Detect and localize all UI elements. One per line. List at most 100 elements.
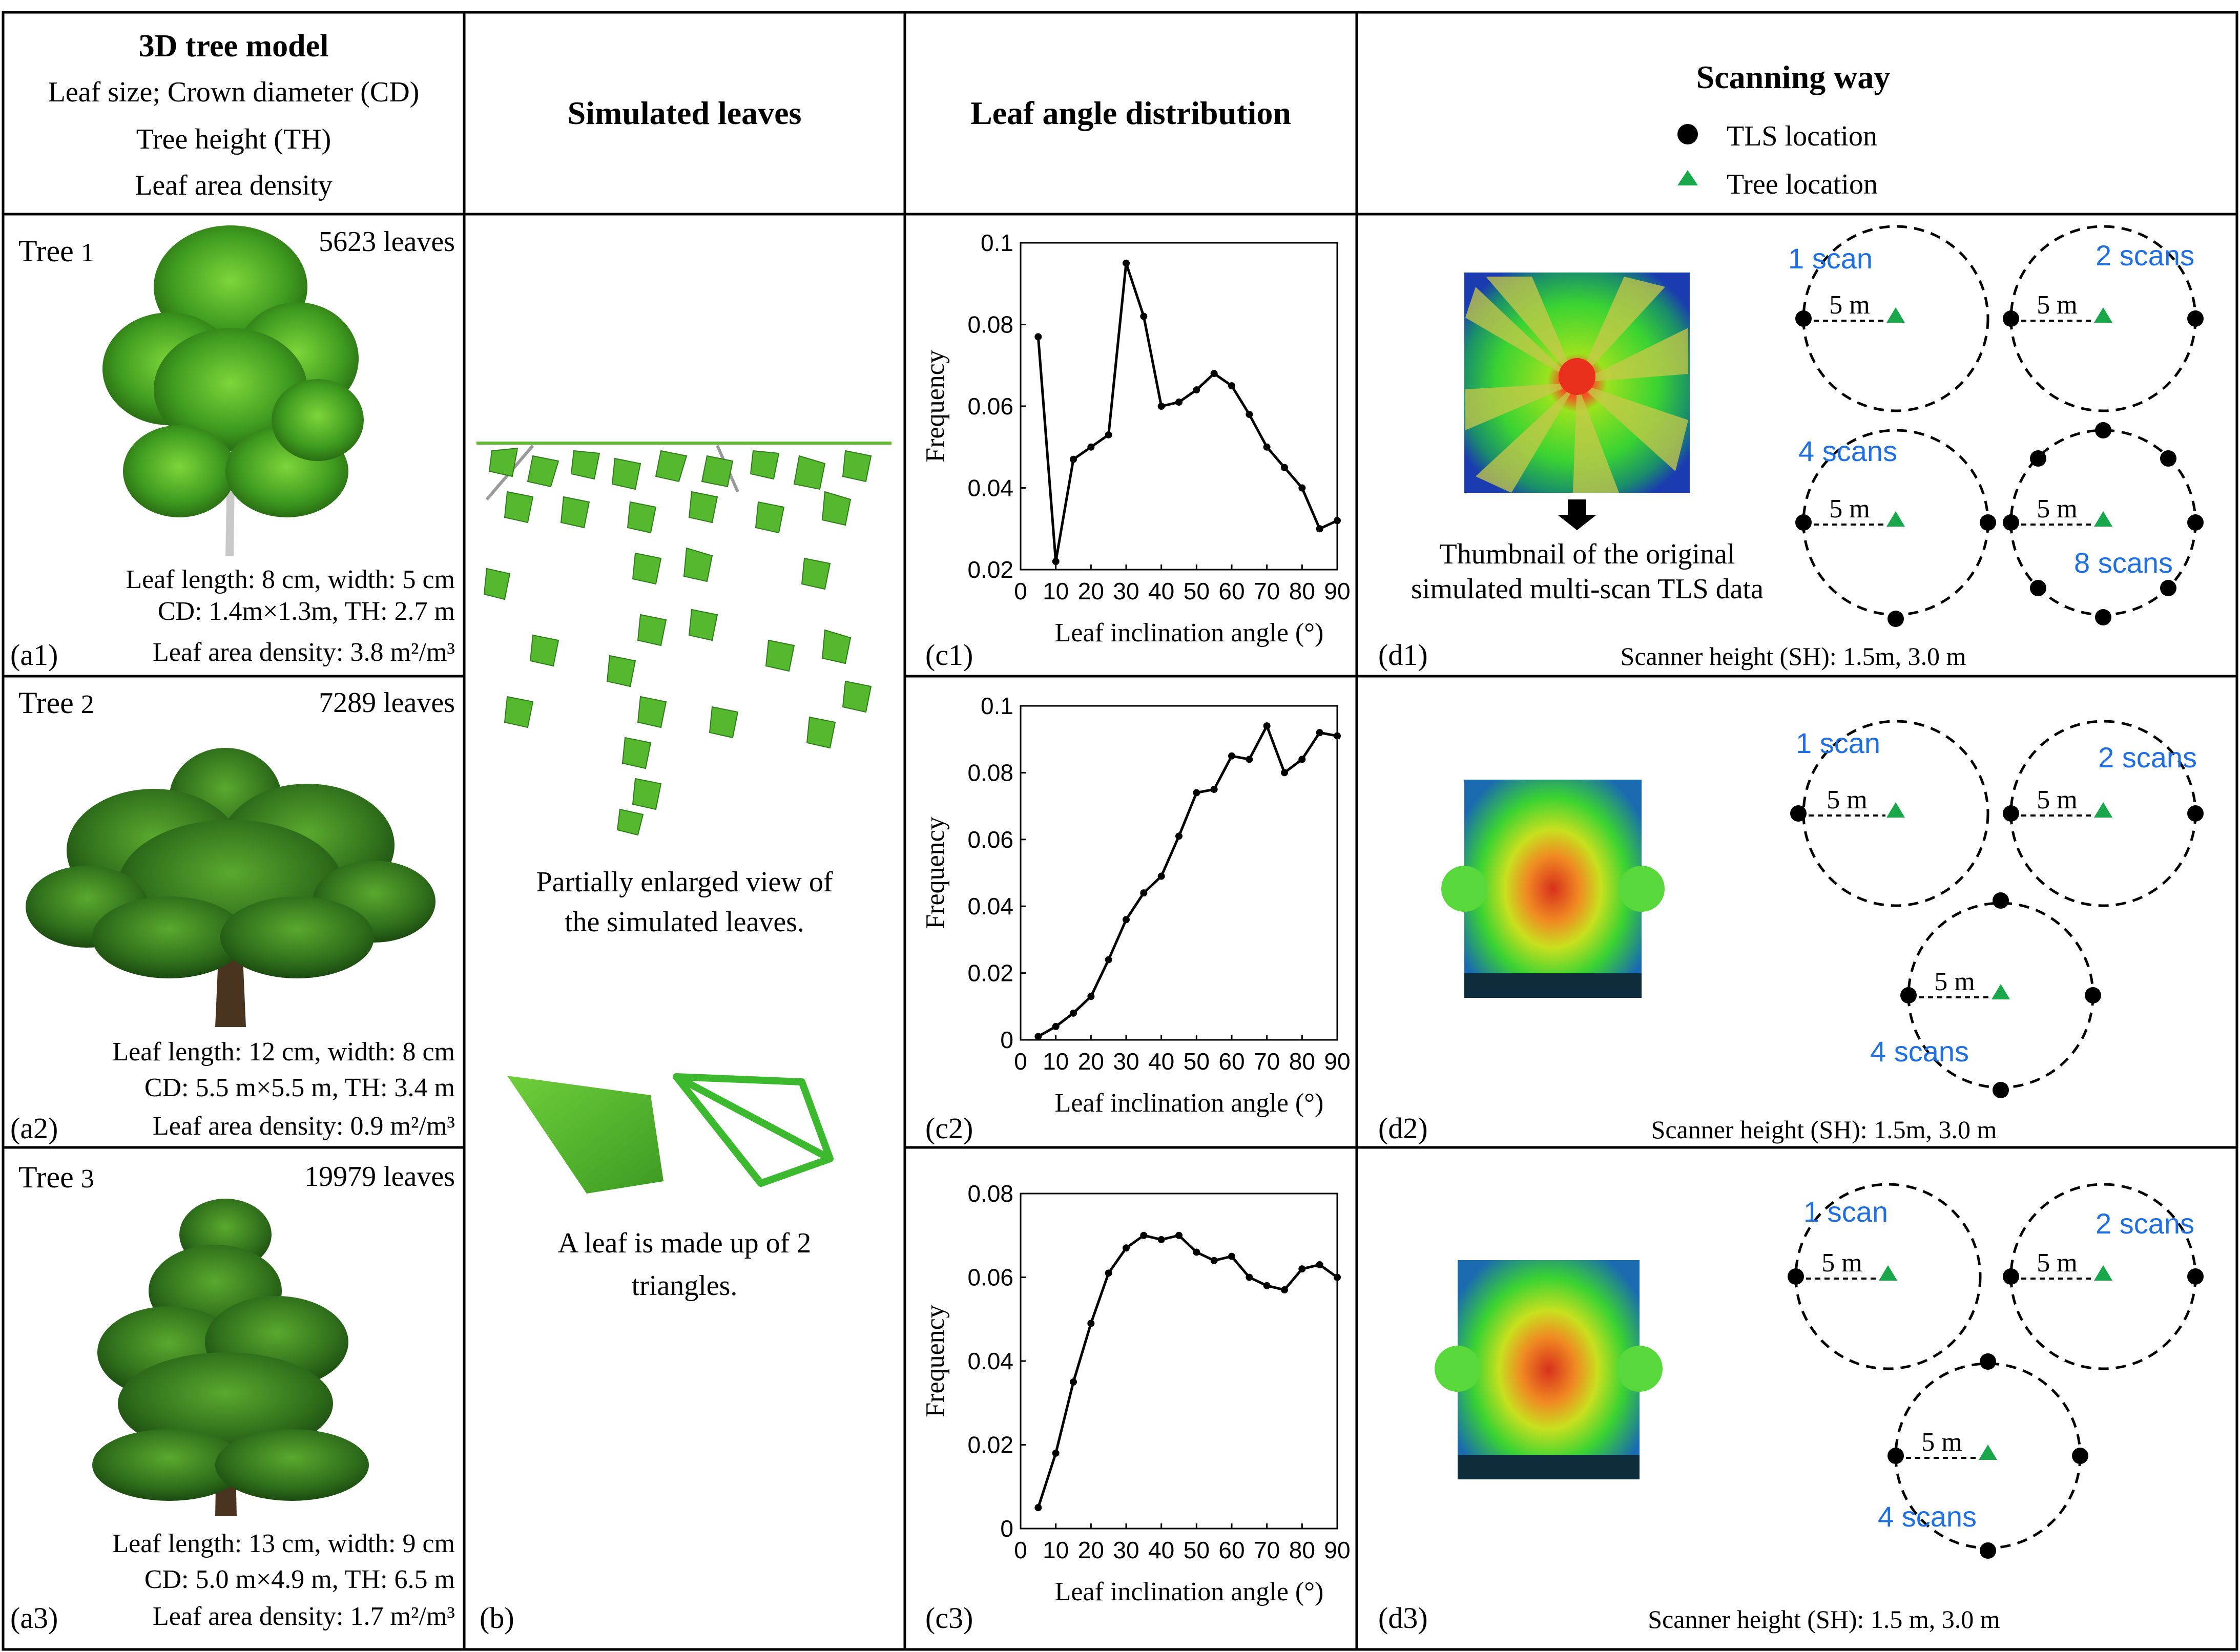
- panel-label: (d3): [1378, 1601, 1428, 1635]
- tree-location: [1886, 802, 1905, 818]
- data-point: [1175, 1231, 1183, 1239]
- scan-row-1: Thumbnail of the original simulated mult…: [1378, 225, 2204, 672]
- x-tick-label: 10: [1043, 1048, 1069, 1075]
- scanner-height: Scanner height (SH): 1.5 m, 3.0 m: [1648, 1605, 2000, 1634]
- panel-label: (c3): [925, 1601, 973, 1635]
- distance-label: 5 m: [2037, 1248, 2077, 1278]
- tree-row-1: Tree 1 5623 leaves Leaf length: 8 cm, wid…: [10, 225, 455, 672]
- tree-2-image: [26, 748, 435, 1027]
- data-point: [1228, 382, 1235, 390]
- distance-label: 5 m: [2037, 494, 2077, 524]
- tls-location: [1888, 1448, 1904, 1464]
- chart-1: 0 10 20 30 40 50 60 70 80 90 0.02 0.04 0.06 0.08 0.1 Le…: [921, 229, 1351, 672]
- data-point: [1316, 729, 1323, 737]
- caption-2b: triangles.: [632, 1270, 738, 1302]
- x-tick-label: 90: [1324, 578, 1350, 604]
- leaf-count: 5623 leaves: [319, 226, 455, 258]
- scan-row-3: 5 m 1 scan 5 m 2 scans 5 m 4 scans Scann…: [1378, 1183, 2204, 1635]
- data-point: [1105, 956, 1112, 964]
- data-point: [1175, 832, 1183, 840]
- y-tick-label: 0.06: [967, 1264, 1013, 1291]
- x-tick-label: 20: [1078, 1537, 1104, 1563]
- scanner-height: Scanner height (SH): 1.5m, 3.0 m: [1621, 642, 1966, 671]
- header-col-b: Simulated leaves: [568, 95, 802, 131]
- x-axis-label: Leaf inclination angle (°): [1055, 1089, 1324, 1118]
- data-point: [1228, 752, 1235, 760]
- table-grid: [2, 11, 2238, 1651]
- x-axis-label: Leaf inclination angle (°): [1055, 618, 1324, 647]
- down-arrow-icon: [1558, 499, 1596, 530]
- leaf-triangles: [673, 1073, 834, 1187]
- data-point: [1298, 756, 1306, 763]
- x-tick-label: 20: [1078, 1048, 1104, 1075]
- tree-name: Tree 1: [18, 234, 94, 268]
- data-point: [1193, 386, 1200, 394]
- tls-location: [1795, 514, 1812, 531]
- cd-th: CD: 5.0 m×4.9 m, TH: 6.5 m: [144, 1565, 455, 1594]
- data-point: [1228, 1252, 1235, 1260]
- data-point: [1334, 1273, 1341, 1281]
- tls-location: [2095, 422, 2111, 438]
- series-line: [1036, 263, 1338, 562]
- x-tick-label: 40: [1148, 1537, 1174, 1563]
- caption-1: Partially enlarged view of: [536, 866, 833, 898]
- x-tick-label: 30: [1113, 1537, 1139, 1563]
- panel-label: (c2): [925, 1112, 973, 1145]
- x-tick-label: 50: [1184, 1537, 1210, 1563]
- tls-thumbnail-2: [1441, 780, 1665, 998]
- x-tick-label: 60: [1218, 1537, 1245, 1563]
- tree-1-image: [102, 225, 364, 556]
- data-point: [1157, 1236, 1165, 1243]
- panel-label: (d2): [1378, 1112, 1428, 1145]
- data-point: [1246, 756, 1253, 763]
- tls-location: [2030, 580, 2046, 596]
- tls-location: [1980, 514, 1996, 531]
- y-tick-label: 0.02: [967, 556, 1013, 583]
- tls-location: [2030, 450, 2046, 467]
- tree-location: [2094, 1265, 2112, 1281]
- header-line3: Leaf area density: [135, 170, 333, 201]
- tls-location: [2187, 805, 2204, 822]
- scan-row-2: 5 m 1 scan 5 m 2 scans 5 m 4 scans Scann…: [1378, 720, 2204, 1145]
- data-point: [1034, 1504, 1042, 1512]
- distance-label: 5 m: [1921, 1428, 1962, 1457]
- data-point: [1334, 517, 1341, 525]
- data-point: [1105, 431, 1112, 438]
- distance-label: 5 m: [2037, 290, 2077, 320]
- data-point: [1105, 1269, 1112, 1277]
- plot-frame: [1020, 1193, 1338, 1530]
- y-tick-label: 0.04: [967, 893, 1013, 919]
- tls-location: [1888, 611, 1904, 627]
- y-tick-label: 0: [1000, 1027, 1013, 1053]
- leaf-shaded: [507, 1076, 663, 1194]
- plot-frame: [1020, 242, 1338, 571]
- scan-label-8: 8 scans: [2074, 547, 2173, 579]
- data-point: [1263, 1282, 1271, 1289]
- tls-location: [2187, 514, 2204, 531]
- header-line1: Leaf size; Crown diameter (CD): [48, 76, 420, 108]
- scan-label-1: 1 scan: [1788, 242, 1873, 275]
- y-tick-label: 0.08: [967, 311, 1013, 338]
- tree-location: [1879, 1265, 1897, 1281]
- density: Leaf area density: 0.9 m²/m³: [153, 1112, 455, 1141]
- tls-location: [1788, 1268, 1804, 1285]
- distance-label: 5 m: [1827, 785, 1867, 814]
- tls-location: [1790, 805, 1807, 822]
- data-point: [1263, 722, 1271, 730]
- panel-label: (c1): [925, 638, 973, 672]
- tls-location: [1900, 987, 1917, 1003]
- x-tick-label: 0: [1014, 578, 1027, 604]
- tree-legend-marker: [1677, 170, 1698, 185]
- header-col-a: 3D tree model Leaf size; Crown diameter …: [48, 29, 420, 201]
- data-point: [1246, 1273, 1253, 1281]
- data-point: [1175, 399, 1183, 406]
- tree-name: Tree 2: [18, 686, 94, 720]
- x-tick-label: 70: [1254, 1537, 1280, 1563]
- panel-label: (a1): [10, 638, 58, 672]
- tree-row-3: Tree 3 19979 leaves Leaf length: 13 cm, w…: [10, 1160, 455, 1635]
- y-axis-label: Frequency: [921, 1305, 950, 1417]
- scan-label-4: 4 scans: [1798, 435, 1897, 467]
- data-point: [1281, 464, 1288, 471]
- data-point: [1316, 1261, 1323, 1268]
- caption-1b: the simulated leaves.: [565, 906, 804, 938]
